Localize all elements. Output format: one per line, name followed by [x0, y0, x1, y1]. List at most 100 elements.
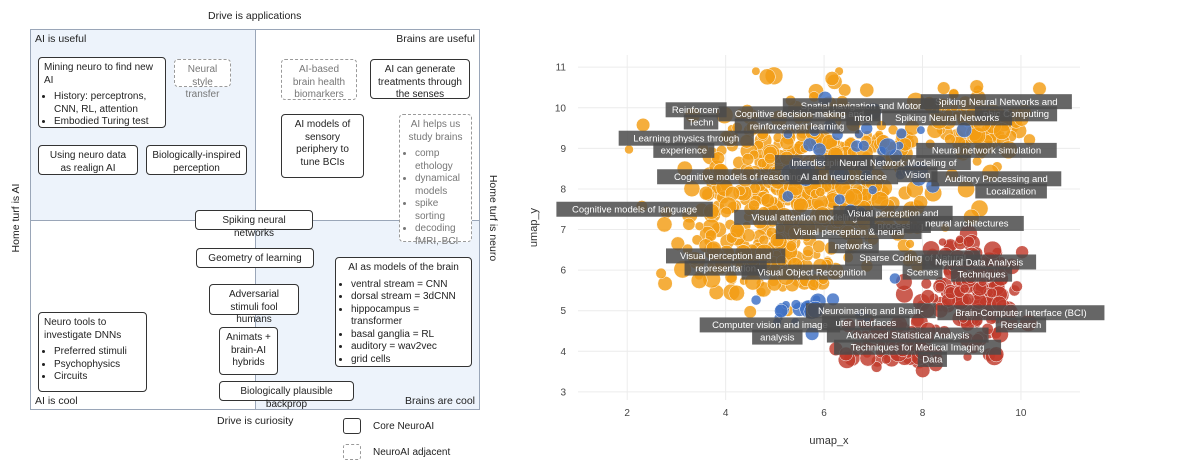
box-animats: Animats + brain-AI hybrids [219, 327, 278, 375]
scatter-point [741, 153, 755, 166]
topic-label-text: networks [835, 241, 873, 252]
scatter-point [889, 272, 901, 285]
scatter-point [824, 71, 840, 86]
scatter-point [844, 188, 863, 207]
legend-adjacent-swatch [343, 444, 361, 460]
top-axis-label: Drive is applications [208, 10, 302, 22]
scatter-point [858, 140, 870, 152]
box-mining-neuro: Mining neuro to find new AI History: per… [38, 57, 166, 128]
topic-label-box [699, 317, 841, 333]
scatter-point [802, 245, 815, 258]
topic-label-text: Neural Data Analysis [935, 257, 1023, 268]
topic-label-text: experience [661, 146, 707, 157]
scatter-point [972, 156, 983, 167]
box-ai-models-brain-title: AI as models of the brain [348, 262, 459, 273]
legend-adjacent-label: NeuroAI adjacent [373, 447, 451, 458]
topic-label-text: Neural Network Modeling of [839, 158, 957, 169]
topic-label-box [975, 183, 1047, 199]
topic-label-text: Visual perception and [847, 209, 938, 220]
topic-label-box [556, 201, 713, 217]
box-ai-sensory-periphery: AI models of sensory periphery to tune B… [281, 114, 364, 178]
box-neuro-tools-title: Neuro tools to investigate DNNs [44, 317, 122, 341]
box-neuro-tools-list: Preferred stimuli Psychophysics Circuits [44, 346, 141, 384]
y-tick-label: 11 [556, 63, 567, 74]
topic-label-text: Techniques [958, 269, 1006, 280]
scatter-point [905, 239, 915, 249]
scatter-point [881, 354, 892, 365]
topic-label-text: Vision [905, 170, 931, 181]
scatter-point [743, 305, 757, 319]
topic-label-text: Data [922, 355, 943, 366]
scatter-point [747, 199, 760, 212]
topic-label-box [931, 171, 1062, 187]
topic-label: networks [828, 238, 879, 254]
scatter-point [959, 283, 970, 294]
scatter-point [969, 79, 984, 94]
topic-label-box [752, 329, 803, 345]
topic-label-text: Cognitive decision-making and [735, 109, 864, 120]
scatter-point [962, 235, 975, 248]
list-item: Psychophysics [54, 359, 141, 372]
topic-label: ntrol [846, 110, 881, 126]
topic-label: Techniques [951, 266, 1013, 282]
scatter-point [682, 217, 696, 231]
list-item: hippocampus = transformer [351, 304, 466, 329]
topic-label-box [775, 224, 922, 240]
topic-label-box [683, 114, 719, 130]
box-neural-style-transfer: Neural style transfer [174, 59, 231, 100]
box-mining-neuro-list: History: perceptrons, CNN, RL, attention… [44, 91, 160, 129]
list-item: dynamical models [415, 173, 466, 198]
list-item: Embodied Turing test [54, 116, 160, 129]
topic-label: Spiking Neural Networks and [920, 94, 1072, 110]
x-axis-title: umap_x [809, 435, 849, 447]
topic-label: Techn [683, 114, 719, 130]
topic-label: Data [917, 351, 947, 367]
box-ai-treatments: AI can generate treatments through the s… [370, 59, 470, 100]
scatter-point [961, 292, 975, 306]
corner-label-brains-cool: Brains are cool [404, 395, 475, 407]
x-tick-label: 10 [1015, 408, 1027, 419]
topic-label-text: Cognitive models of reasoning [674, 172, 802, 183]
topic-label-box [916, 142, 1057, 158]
topic-label-text: Brain-Computer Interface (BCI) [955, 308, 1086, 319]
topic-label-box [826, 327, 989, 343]
topic-label-text: Visual perception and [680, 251, 771, 262]
topic-label-box [822, 315, 910, 331]
list-item: decoding fMRI, BCI [415, 223, 466, 248]
scatter-point [751, 66, 761, 76]
scatter-point [807, 278, 820, 291]
scatter-point [834, 193, 846, 206]
topic-label-box [825, 155, 971, 171]
y-tick-label: 8 [560, 184, 566, 195]
topic-label-text: Visual perception & neural [793, 227, 904, 238]
box-neuro-tools: Neuro tools to investigate DNNs Preferre… [38, 312, 147, 392]
legend-core-swatch [343, 418, 361, 434]
box-mining-neuro-title: Mining neuro to find new AI [44, 62, 153, 86]
topic-label-text: Spiking Neural Networks [895, 113, 999, 124]
topic-label-box [657, 169, 819, 185]
topic-label: reinforcement learning [734, 118, 860, 134]
scatter-point [764, 152, 776, 165]
bottom-axis-label: Drive is curiosity [217, 415, 294, 427]
legend-core-label: Core NeuroAI [373, 421, 435, 432]
topic-label-text: Techn [688, 117, 713, 128]
topic-label: Brain-Computer Interface (BCI) [937, 305, 1105, 321]
topic-label-box [653, 142, 715, 158]
topic-label-box [995, 317, 1047, 333]
quadrant-frame: AI is useful Brains are useful AI is coo… [30, 29, 480, 410]
topic-label-box [951, 266, 1013, 282]
x-tick-label: 6 [821, 408, 827, 419]
box-using-neuro-data: Using neuro data as realign AI [38, 145, 138, 175]
scatter-point [870, 361, 883, 373]
topic-label-box [805, 303, 936, 319]
topic-label-box [834, 339, 1002, 355]
topic-label-text: neural architectures [925, 219, 1009, 230]
topic-label: Visual Object Recognition [741, 264, 883, 280]
topic-label-box [917, 351, 947, 367]
scatter-point [760, 193, 775, 208]
list-item: History: perceptrons, CNN, RL, attention [54, 91, 160, 116]
scatter-point [812, 239, 826, 254]
y-axis-title: umap_y [528, 207, 540, 247]
topic-label-text: representation [695, 263, 756, 274]
